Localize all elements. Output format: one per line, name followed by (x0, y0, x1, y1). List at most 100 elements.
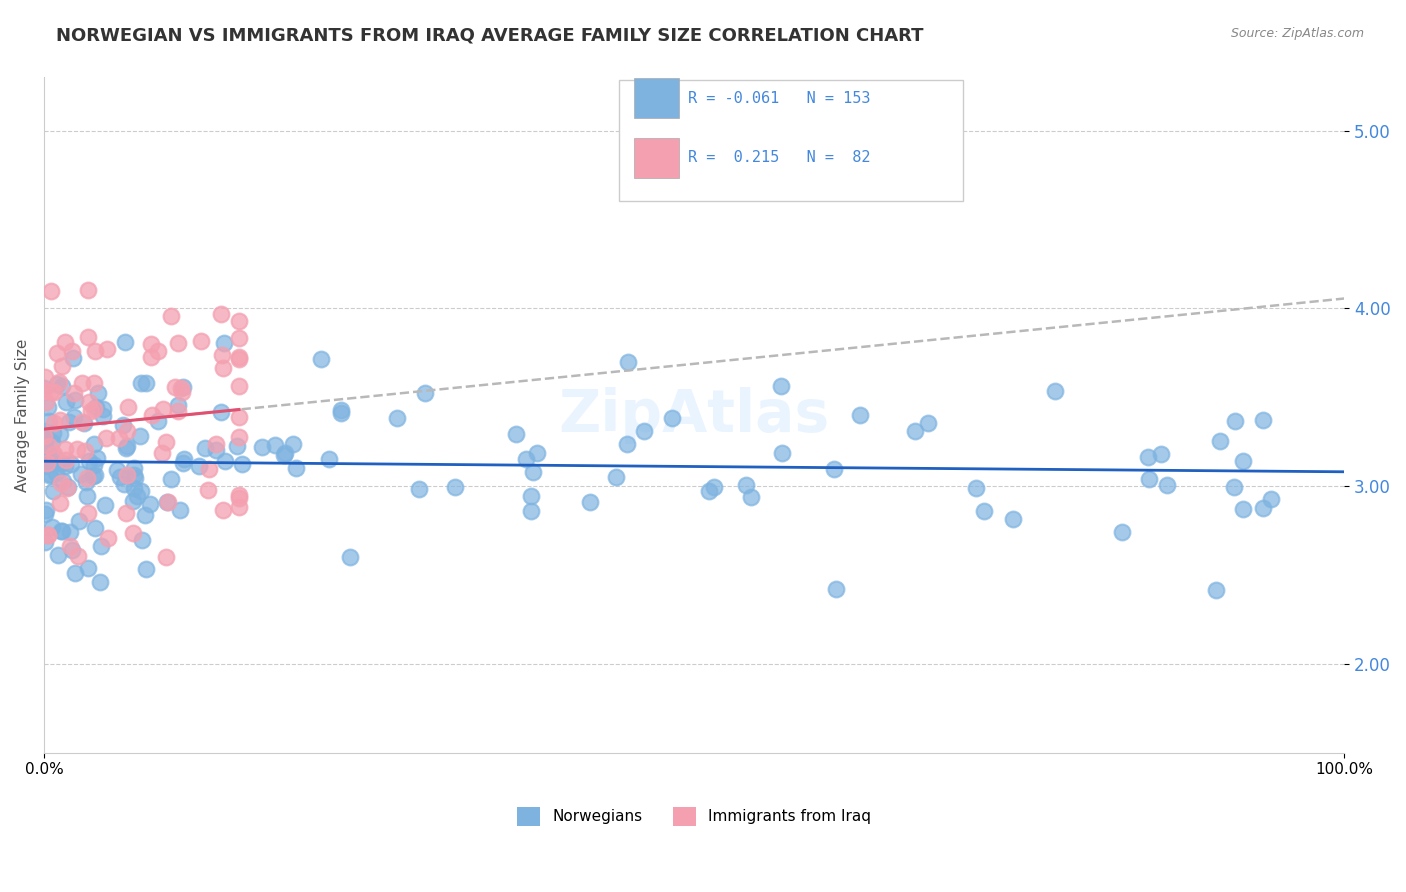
Point (37, 528, 59, 542)
Point (226, 439, 249, 453)
Point (697, 484, 720, 499)
Point (197, 483, 219, 498)
Point (522, 465, 544, 479)
Point (166, 404, 188, 418)
Point (579, 494, 602, 508)
Point (117, 439, 139, 453)
Point (82, 468, 104, 483)
Point (155, 550, 177, 565)
Point (135, 376, 157, 390)
Point (212, 361, 235, 376)
Point (209, 307, 232, 321)
Point (146, 343, 169, 358)
Point (83, 402, 105, 417)
Point (605, 470, 627, 484)
Point (60, 457, 83, 471)
Point (329, 403, 352, 417)
Point (408, 482, 430, 496)
Point (63, 385, 86, 400)
Point (134, 508, 156, 522)
Point (35, 503, 58, 517)
Point (76, 490, 98, 504)
Point (83, 376, 105, 390)
Point (135, 562, 157, 576)
Point (38, 468, 60, 483)
Point (212, 335, 235, 350)
Point (633, 424, 655, 438)
Point (228, 409, 250, 424)
Point (139, 337, 162, 351)
Point (1251, 501, 1274, 516)
Point (45, 346, 67, 360)
Point (740, 490, 762, 504)
Point (56, 481, 79, 495)
Point (1205, 582, 1227, 597)
Point (39, 467, 62, 481)
Point (1209, 434, 1232, 449)
Point (35, 444, 58, 458)
Point (1232, 502, 1254, 516)
Point (198, 462, 221, 476)
Point (86, 401, 108, 415)
Point (825, 582, 848, 597)
Point (122, 526, 145, 541)
Point (59, 540, 82, 554)
Point (117, 400, 139, 414)
Point (42, 483, 65, 498)
Point (1223, 480, 1246, 494)
Point (122, 481, 145, 495)
Point (37, 413, 59, 427)
Point (77, 561, 100, 575)
Point (228, 500, 250, 514)
Point (1137, 450, 1160, 464)
Point (823, 462, 845, 476)
Point (112, 476, 135, 491)
Point (108, 431, 131, 445)
Point (170, 385, 193, 400)
Point (1045, 384, 1067, 398)
Point (63, 566, 86, 581)
Point (34, 535, 56, 549)
Point (42, 425, 65, 440)
Point (45, 466, 67, 480)
Point (34, 370, 56, 384)
Point (515, 451, 537, 466)
Point (505, 427, 527, 442)
Point (51, 378, 73, 392)
Point (79, 453, 101, 467)
Point (96, 431, 118, 445)
Point (617, 355, 640, 369)
Point (49, 413, 72, 427)
Point (48, 427, 70, 442)
Point (904, 425, 927, 439)
Point (32, 424, 55, 438)
Point (75, 475, 97, 489)
Point (80, 404, 103, 418)
Point (72, 416, 94, 430)
Point (70, 415, 93, 429)
Point (122, 468, 145, 483)
Point (228, 352, 250, 367)
Point (1156, 477, 1178, 491)
Point (155, 435, 177, 450)
Point (211, 348, 233, 362)
Point (84, 521, 107, 535)
Point (49, 496, 72, 510)
Point (41, 434, 63, 449)
Point (212, 502, 235, 516)
Point (156, 494, 179, 508)
Point (63, 392, 86, 407)
Point (263, 437, 285, 451)
Point (77, 330, 100, 344)
Point (311, 352, 333, 367)
Point (37, 528, 59, 542)
Point (318, 452, 340, 467)
Point (1253, 412, 1275, 426)
Point (339, 549, 361, 564)
Point (55, 395, 77, 409)
Point (56, 480, 79, 494)
Point (38, 439, 60, 453)
Point (77, 395, 100, 409)
Point (42, 450, 65, 464)
Point (41, 520, 63, 534)
